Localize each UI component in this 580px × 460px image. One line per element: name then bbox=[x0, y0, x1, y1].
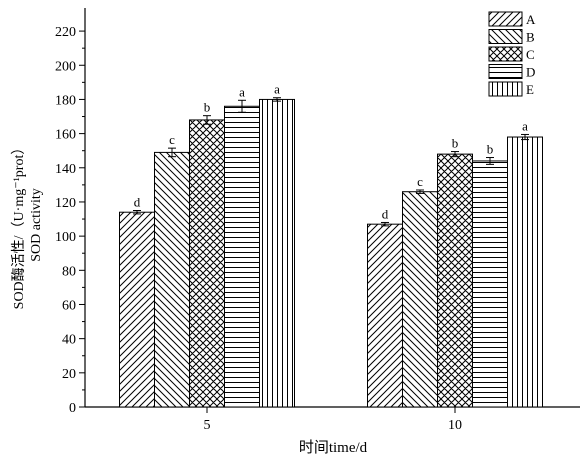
legend-label-D: D bbox=[526, 65, 535, 80]
bar-A-10 bbox=[367, 223, 403, 408]
legend-swatch-A bbox=[488, 11, 523, 27]
legend-swatch-D bbox=[488, 64, 523, 79]
legend-label-C: C bbox=[526, 47, 535, 62]
legend-label-E: E bbox=[526, 82, 534, 97]
x-axis-ticks: 5 10 bbox=[204, 407, 462, 433]
significance-letter: b bbox=[487, 142, 494, 157]
y-tick-label: 120 bbox=[55, 196, 76, 211]
bar-B-10 bbox=[402, 191, 438, 408]
significance-letter: d bbox=[134, 195, 141, 210]
x-axis-label: 时间time/d bbox=[299, 439, 368, 456]
significance-letter: d bbox=[382, 206, 389, 221]
legend-label-A: A bbox=[526, 12, 536, 27]
significance-letter: b bbox=[204, 100, 211, 115]
y-tick-label: 60 bbox=[62, 298, 76, 313]
significance-letter: c bbox=[417, 174, 423, 189]
y-axis-label-group-2: SOD activity bbox=[29, 188, 44, 262]
y-axis-label-line1: SOD酶活性/（U·mg⁻¹prot） bbox=[11, 141, 27, 310]
bar-D-5 bbox=[224, 105, 260, 408]
y-tick-label: 20 bbox=[62, 367, 76, 382]
y-tick-label: 0 bbox=[69, 401, 76, 416]
legend-label-B: B bbox=[526, 30, 535, 45]
y-tick-label: 180 bbox=[55, 93, 76, 108]
bar-B-5 bbox=[154, 151, 190, 408]
y-axis-label-group: SOD酶活性/（U·mg⁻¹prot） bbox=[11, 141, 27, 310]
y-tick-label: 200 bbox=[55, 59, 76, 74]
x-tick-label: 5 bbox=[204, 418, 211, 433]
y-tick-label: 40 bbox=[62, 333, 76, 348]
legend-swatch-B bbox=[488, 29, 523, 44]
y-tick-label: 80 bbox=[62, 264, 76, 279]
significance-letter: b bbox=[452, 136, 459, 151]
y-tick-label: 220 bbox=[55, 25, 76, 40]
bar-E-10 bbox=[507, 136, 543, 408]
significance-letter: a bbox=[274, 82, 280, 97]
y-tick-label: 140 bbox=[55, 162, 76, 177]
bar-D-10 bbox=[472, 160, 508, 408]
significance-letter: c bbox=[169, 132, 175, 147]
significance-letter: a bbox=[522, 118, 528, 133]
y-axis-label-line2: SOD activity bbox=[29, 188, 44, 262]
bar-A-5 bbox=[119, 211, 155, 408]
bars-group: d c b a a d c b b a bbox=[119, 82, 543, 408]
y-tick-label: 160 bbox=[55, 128, 76, 143]
bar-C-5 bbox=[189, 119, 225, 408]
significance-letter: a bbox=[239, 84, 245, 99]
y-axis-ticks: 0 20 40 60 80 100 120 140 160 180 200 220 bbox=[55, 25, 85, 416]
legend-swatch-E bbox=[488, 81, 523, 97]
x-tick-label: 10 bbox=[448, 418, 462, 433]
y-tick-label: 100 bbox=[55, 230, 76, 245]
legend-swatch-C bbox=[488, 46, 523, 62]
bar-C-10 bbox=[437, 153, 473, 408]
bar-E-5 bbox=[259, 98, 295, 408]
